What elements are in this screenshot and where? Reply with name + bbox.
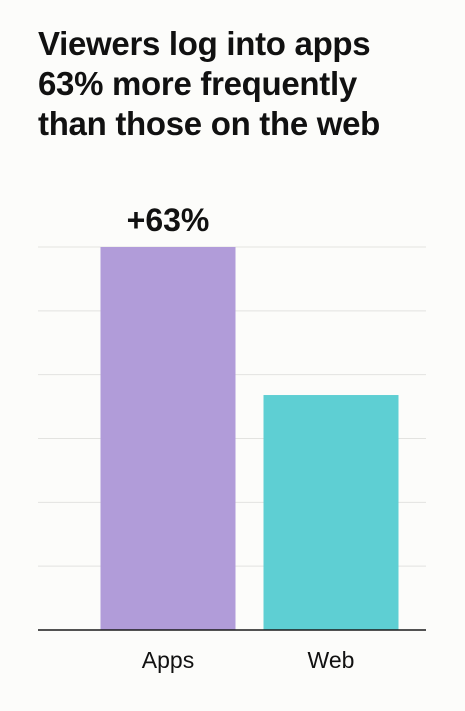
chart-title: Viewers log into apps 63% more frequentl…: [38, 24, 438, 144]
chart-title-line-2: 63% more frequently: [38, 65, 357, 102]
bar-annotation: +63%: [127, 202, 210, 238]
chart-title-line-3: than those on the web: [38, 105, 381, 142]
bar-apps: [100, 247, 236, 630]
bar-web: [263, 395, 399, 630]
category-label-web: Web: [308, 647, 355, 673]
chart-title-line-1: Viewers log into apps: [38, 25, 371, 62]
category-label-apps: Apps: [142, 647, 194, 673]
category-labels: Apps Web: [142, 647, 355, 673]
bars: [100, 247, 399, 630]
